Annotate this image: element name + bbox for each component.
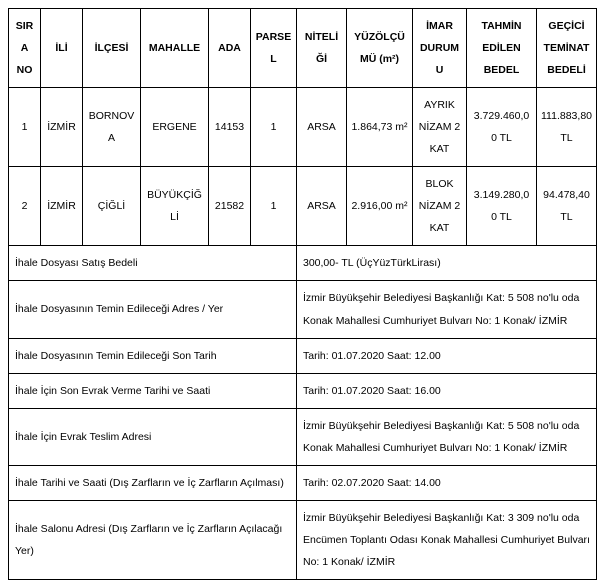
col-tahmin: TAHMİN EDİLEN BEDEL bbox=[467, 9, 537, 88]
cell-sira: 2 bbox=[9, 167, 41, 246]
col-parsel: PARSEL bbox=[251, 9, 297, 88]
info-label: İhale Salonu Adresi (Dış Zarfların ve İç… bbox=[9, 500, 297, 579]
cell-niteligi: ARSA bbox=[297, 88, 347, 167]
col-niteligi: NİTELİĞİ bbox=[297, 9, 347, 88]
info-value: 300,00- TL (ÜçYüzTürkLirası) bbox=[297, 246, 597, 281]
col-sira: SIRA NO bbox=[9, 9, 41, 88]
info-label: İhale Dosyasının Temin Edileceği Adres /… bbox=[9, 281, 297, 338]
info-value: İzmir Büyükşehir Belediyesi Başkanlığı K… bbox=[297, 500, 597, 579]
header-row: SIRA NO İLİ İLÇESİ MAHALLE ADA PARSEL Nİ… bbox=[9, 9, 597, 88]
table-row: 1 İZMİR BORNOVA ERGENE 14153 1 ARSA 1.86… bbox=[9, 88, 597, 167]
info-value: Tarih: 02.07.2020 Saat: 14.00 bbox=[297, 465, 597, 500]
info-row: İhale Dosyasının Temin Edileceği Adres /… bbox=[9, 281, 597, 338]
info-row: İhale Dosyasının Temin Edileceği Son Tar… bbox=[9, 338, 597, 373]
cell-ada: 14153 bbox=[209, 88, 251, 167]
info-label: İhale İçin Son Evrak Verme Tarihi ve Saa… bbox=[9, 373, 297, 408]
cell-tahmin: 3.729.460,00 TL bbox=[467, 88, 537, 167]
cell-mahalle: BÜYÜKÇİĞLİ bbox=[141, 167, 209, 246]
cell-ada: 21582 bbox=[209, 167, 251, 246]
info-label: İhale Dosyası Satış Bedeli bbox=[9, 246, 297, 281]
info-row: İhale Salonu Adresi (Dış Zarfların ve İç… bbox=[9, 500, 597, 579]
col-imar: İMAR DURUMU bbox=[413, 9, 467, 88]
table-body: 1 İZMİR BORNOVA ERGENE 14153 1 ARSA 1.86… bbox=[9, 88, 597, 580]
col-ili: İLİ bbox=[41, 9, 83, 88]
info-label: İhale İçin Evrak Teslim Adresi bbox=[9, 408, 297, 465]
cell-parsel: 1 bbox=[251, 167, 297, 246]
cell-ili: İZMİR bbox=[41, 167, 83, 246]
info-value: Tarih: 01.07.2020 Saat: 16.00 bbox=[297, 373, 597, 408]
info-label: İhale Dosyasının Temin Edileceği Son Tar… bbox=[9, 338, 297, 373]
cell-ili: İZMİR bbox=[41, 88, 83, 167]
cell-ilcesi: ÇİĞLİ bbox=[83, 167, 141, 246]
table-row: 2 İZMİR ÇİĞLİ BÜYÜKÇİĞLİ 21582 1 ARSA 2.… bbox=[9, 167, 597, 246]
info-row: İhale Dosyası Satış Bedeli 300,00- TL (Ü… bbox=[9, 246, 597, 281]
col-mahalle: MAHALLE bbox=[141, 9, 209, 88]
cell-yuzolcumu: 2.916,00 m² bbox=[347, 167, 413, 246]
cell-sira: 1 bbox=[9, 88, 41, 167]
cell-imar: AYRIK NİZAM 2 KAT bbox=[413, 88, 467, 167]
info-value: İzmir Büyükşehir Belediyesi Başkanlığı K… bbox=[297, 281, 597, 338]
info-row: İhale Tarihi ve Saati (Dış Zarfların ve … bbox=[9, 465, 597, 500]
info-row: İhale İçin Evrak Teslim Adresi İzmir Büy… bbox=[9, 408, 597, 465]
cell-niteligi: ARSA bbox=[297, 167, 347, 246]
cell-teminat: 111.883,80 TL bbox=[537, 88, 597, 167]
cell-imar: BLOK NİZAM 2 KAT bbox=[413, 167, 467, 246]
cell-ilcesi: BORNOVA bbox=[83, 88, 141, 167]
col-ilcesi: İLÇESİ bbox=[83, 9, 141, 88]
cell-parsel: 1 bbox=[251, 88, 297, 167]
cell-yuzolcumu: 1.864,73 m² bbox=[347, 88, 413, 167]
col-yuzolcumu: YÜZÖLÇÜMÜ (m²) bbox=[347, 9, 413, 88]
cell-tahmin: 3.149.280,00 TL bbox=[467, 167, 537, 246]
info-row: İhale İçin Son Evrak Verme Tarihi ve Saa… bbox=[9, 373, 597, 408]
info-label: İhale Tarihi ve Saati (Dış Zarfların ve … bbox=[9, 465, 297, 500]
info-value: Tarih: 01.07.2020 Saat: 12.00 bbox=[297, 338, 597, 373]
cell-teminat: 94.478,40 TL bbox=[537, 167, 597, 246]
col-teminat: GEÇİCİ TEMİNAT BEDELİ bbox=[537, 9, 597, 88]
info-value: İzmir Büyükşehir Belediyesi Başkanlığı K… bbox=[297, 408, 597, 465]
cell-mahalle: ERGENE bbox=[141, 88, 209, 167]
tender-table: SIRA NO İLİ İLÇESİ MAHALLE ADA PARSEL Nİ… bbox=[8, 8, 597, 580]
col-ada: ADA bbox=[209, 9, 251, 88]
